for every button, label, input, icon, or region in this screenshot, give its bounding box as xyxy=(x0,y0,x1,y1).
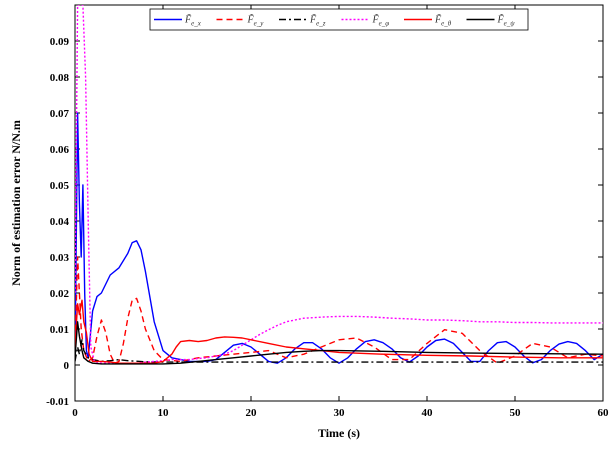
series-line-6 xyxy=(75,321,603,365)
legend-label-6: F̃e_ψ xyxy=(497,13,516,28)
y-axis-title: Norm of estimation error N/N.m xyxy=(9,120,23,286)
plot-area xyxy=(74,4,604,402)
series-line-2 xyxy=(75,256,603,364)
legend-label-4: F̃e_φ xyxy=(372,13,390,28)
y-tick-label: 0 xyxy=(64,360,70,372)
y-tick-label: 0.01 xyxy=(50,324,69,336)
y-tick-label: 0.08 xyxy=(50,72,70,84)
legend-label-3: F̃e_z xyxy=(309,13,326,28)
x-tick-label: 0 xyxy=(72,407,78,419)
x-tick-label: 50 xyxy=(510,407,522,419)
x-tick-label: 20 xyxy=(246,407,258,419)
y-tick-label: 0.09 xyxy=(50,36,70,48)
series-line-3 xyxy=(75,339,603,363)
series-line-1 xyxy=(75,112,603,364)
x-tick-label: 40 xyxy=(422,407,434,419)
x-axis-title: Time (s) xyxy=(318,426,360,440)
x-tick-label: 60 xyxy=(598,407,610,419)
y-tick-label: 0.03 xyxy=(50,252,70,264)
y-tick-label: 0.02 xyxy=(50,288,70,300)
y-tick-label: 0.07 xyxy=(50,108,70,120)
legend-label-2: F̃e_y xyxy=(247,13,265,28)
x-tick-label: 30 xyxy=(334,407,346,419)
y-tick-label: -0.01 xyxy=(46,396,69,408)
series-line-5 xyxy=(75,299,603,364)
y-tick-label: 0.04 xyxy=(50,216,70,228)
y-tick-label: 0.06 xyxy=(50,144,70,156)
legend-label-5: F̃e_θ xyxy=(434,13,452,28)
legend-box xyxy=(149,8,529,31)
y-tick-label: 0.05 xyxy=(50,180,70,192)
legend-label-1: F̃e_x xyxy=(184,13,202,28)
legend: F̃e_x F̃e_y F̃e_z F̃e_φ F̃e_θ F̃e_ψ xyxy=(149,8,529,31)
x-tick-label: 10 xyxy=(158,407,170,419)
